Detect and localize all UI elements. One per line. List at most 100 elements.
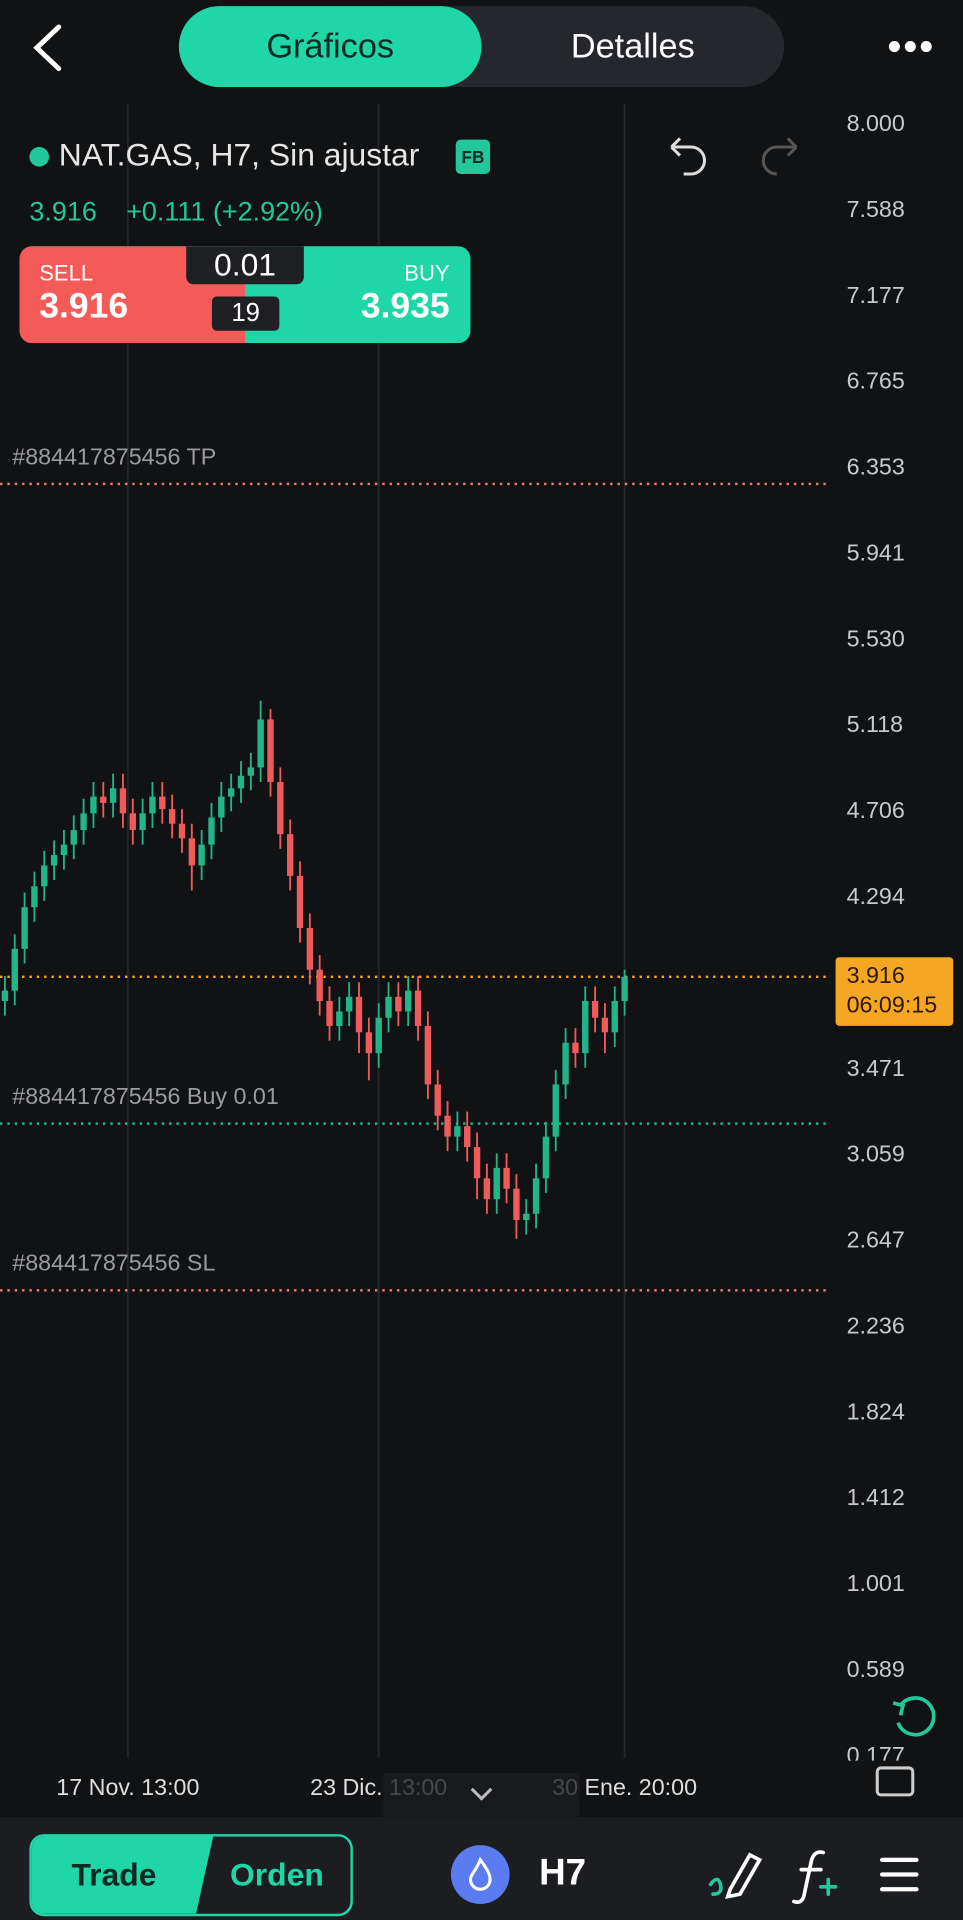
candle-body	[227, 788, 235, 797]
candle-body	[11, 948, 18, 991]
candle-body	[21, 907, 28, 949]
candle-body	[178, 823, 186, 839]
undo-redo	[670, 137, 798, 176]
candle-body	[168, 809, 176, 824]
candle-body	[493, 1167, 500, 1200]
y-tick-label: 0.589	[847, 1656, 905, 1682]
candle-body	[218, 796, 225, 818]
buy-label: BUY	[404, 260, 450, 286]
y-tick-label: 8.000	[847, 110, 905, 136]
y-tick-label: 7.588	[847, 196, 905, 222]
symbol-name[interactable]: NAT.GAS, H7, Sin ajustar	[58, 135, 420, 173]
candle-body	[611, 1001, 618, 1033]
candle-body	[346, 996, 353, 1012]
candle-body	[562, 1042, 569, 1085]
candle-body	[316, 969, 323, 1002]
candle-body	[336, 1011, 343, 1027]
sell-price: 3.916	[39, 286, 129, 326]
candle-body	[523, 1213, 530, 1221]
more-icon[interactable]	[887, 37, 936, 57]
undo-icon[interactable]	[670, 137, 707, 176]
indicator-icon[interactable]	[792, 1850, 838, 1904]
candle-body	[100, 796, 107, 803]
candle-body	[405, 990, 412, 1012]
candle-body	[355, 996, 363, 1033]
candle-body	[267, 719, 274, 783]
candle-body	[237, 775, 245, 789]
y-tick-label: 1.412	[847, 1484, 905, 1510]
candle-body	[188, 838, 195, 866]
y-tick-label: 4.706	[847, 797, 905, 823]
symbol-icon[interactable]	[450, 1845, 510, 1904]
candle-body	[80, 813, 87, 830]
sell-label: SELL	[39, 260, 94, 286]
candle-body	[503, 1167, 510, 1189]
y-tick-label: 6.765	[847, 368, 905, 394]
candle-body	[1, 990, 9, 1002]
candle-body	[621, 976, 628, 1002]
draw-icon[interactable]	[708, 1852, 763, 1900]
candle-body	[306, 928, 314, 970]
order-level-label: #884417875456 Buy 0.01	[12, 1083, 279, 1109]
badge: FB	[455, 139, 491, 174]
order-button[interactable]: Orden	[229, 1856, 324, 1893]
y-tick-label: 5.530	[847, 625, 905, 651]
scroll-handle[interactable]	[383, 1772, 580, 1817]
spread: 19	[211, 296, 280, 331]
candle-body	[513, 1188, 520, 1221]
y-tick-label: 5.118	[847, 711, 903, 737]
x-tick-label: 17 Nov. 13:00	[56, 1774, 199, 1800]
candle-body	[365, 1032, 373, 1054]
y-tick-label: 7.177	[847, 282, 905, 308]
y-tick-label: 1.824	[847, 1398, 905, 1424]
candle-body	[424, 1026, 432, 1085]
order-level-label: #884417875456 TP	[12, 443, 216, 469]
back-icon[interactable]	[27, 22, 71, 73]
buy-price[interactable]: 3.935	[360, 286, 450, 326]
candle-body	[296, 875, 304, 929]
toggle-fill	[31, 1836, 214, 1914]
candle-body	[50, 855, 58, 866]
candle-body	[542, 1136, 550, 1179]
trade-button[interactable]: Trade	[71, 1856, 157, 1893]
candle-body	[385, 996, 392, 1018]
candle-body	[532, 1178, 540, 1214]
candle-body	[257, 719, 264, 768]
trade-order-toggle: Trade Orden	[29, 1834, 353, 1917]
redo-icon[interactable]	[761, 137, 798, 176]
fullscreen-icon[interactable]	[875, 1766, 915, 1797]
candle-body	[591, 1001, 599, 1018]
candle-body	[473, 1147, 481, 1179]
candle-body	[286, 834, 294, 876]
timeframe[interactable]: H7	[539, 1852, 587, 1893]
y-tick-label: 3.471	[847, 1055, 905, 1081]
y-tick-label: 2.236	[847, 1312, 905, 1338]
candle-body	[109, 788, 117, 803]
current-price-label: 3.916	[847, 962, 905, 988]
candle-body	[70, 829, 77, 845]
candle-body	[483, 1178, 491, 1200]
candle-body	[454, 1126, 461, 1137]
candle-body	[119, 788, 127, 814]
y-tick-label: 2.647	[847, 1227, 905, 1253]
lot-size[interactable]: 0.01	[186, 246, 304, 285]
toolbar-icons	[708, 1850, 919, 1904]
candle-body	[277, 782, 284, 835]
candle-body	[444, 1115, 451, 1137]
menu-icon[interactable]	[879, 1857, 919, 1892]
y-tick-label: 0.177	[847, 1742, 905, 1768]
candle-body	[375, 1017, 382, 1054]
candle-body	[552, 1084, 559, 1137]
reset-icon[interactable]	[892, 1696, 936, 1737]
current-price-box	[835, 957, 954, 1026]
y-tick-label: 6.353	[847, 454, 905, 480]
tab-active[interactable]: Gráficos	[178, 6, 482, 87]
y-tick-label: 3.059	[847, 1141, 905, 1167]
tab[interactable]: Detalles	[570, 26, 695, 65]
candle-body	[395, 996, 402, 1012]
y-tick-label: 1.001	[847, 1570, 905, 1596]
candle-body	[129, 813, 136, 830]
candle-body	[41, 865, 48, 887]
